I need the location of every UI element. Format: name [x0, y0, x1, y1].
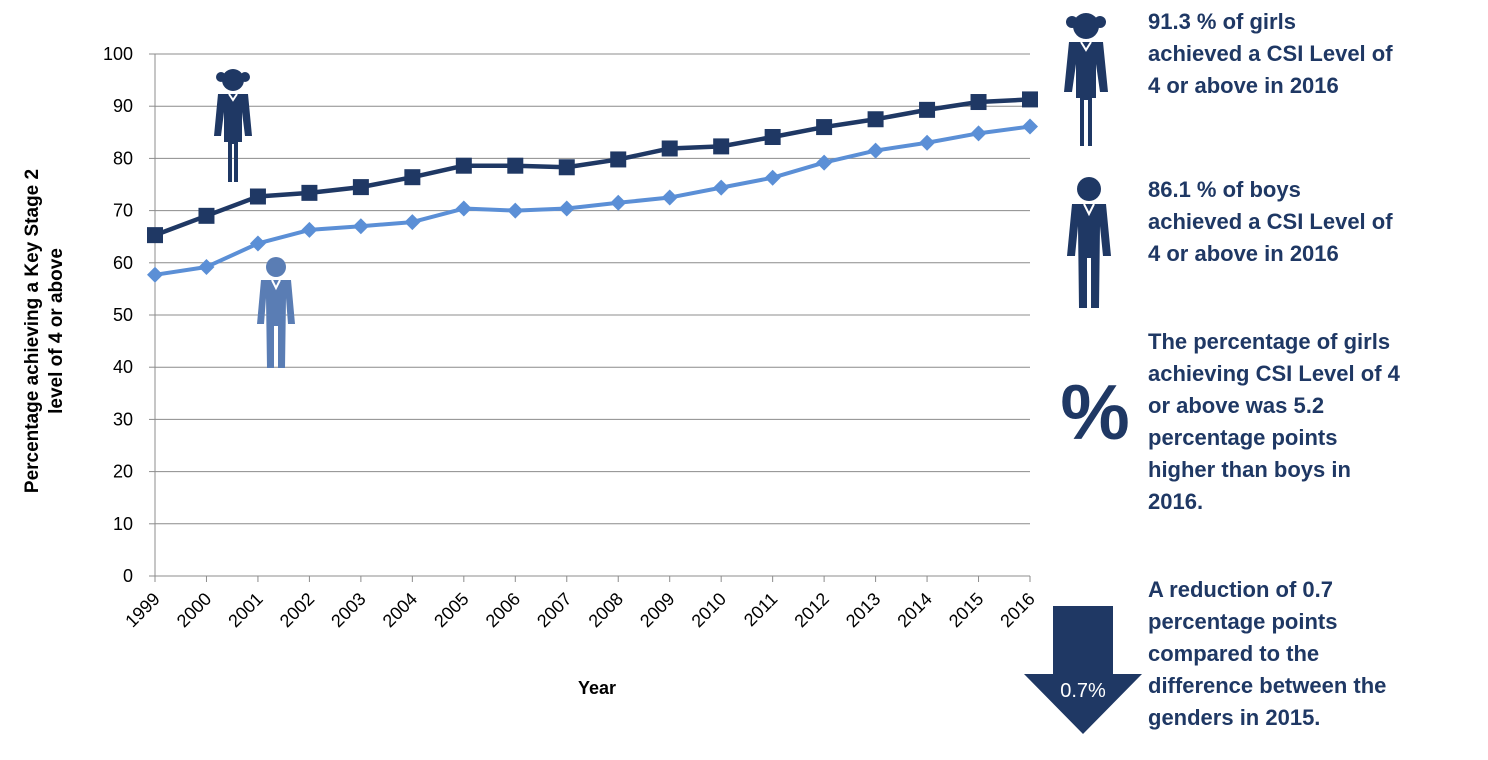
boy-icon: [1067, 177, 1111, 308]
data-point: [455, 157, 472, 174]
data-point: [558, 200, 575, 217]
x-tick-label: 2005: [430, 589, 472, 631]
x-tick-label: 2004: [379, 589, 421, 631]
y-tick-label: 100: [103, 44, 133, 64]
data-point: [713, 179, 730, 196]
y-axis-title-line: Percentage achieving a Key Stage 2: [22, 169, 43, 493]
boys-stat: 86.1 % of boys achieved a CSI Level of 4…: [1148, 177, 1393, 266]
data-point: [352, 218, 369, 235]
y-axis-title: Percentage achieving a Key Stage 2 level …: [22, 169, 67, 493]
y-tick-label: 60: [113, 253, 133, 273]
y-tick-label: 80: [113, 148, 133, 168]
x-tick-label: 2010: [688, 589, 730, 631]
gridlines: [155, 53, 1030, 525]
x-tick-label: 2000: [173, 589, 215, 631]
y-tick-label: 30: [113, 409, 133, 429]
data-point: [352, 179, 369, 196]
x-tick-label: 2012: [790, 589, 832, 631]
data-point: [1022, 118, 1038, 135]
data-point: [558, 159, 575, 176]
x-tick-label: 2015: [945, 589, 987, 631]
data-point: [147, 227, 163, 244]
data-point: [919, 134, 936, 151]
data-point: [816, 154, 833, 171]
x-axis-title: Year: [578, 678, 616, 698]
gap-stat: The percentage of girls achieving CSI Le…: [1148, 329, 1400, 514]
data-point: [867, 142, 884, 159]
series-line: [154, 97, 1031, 238]
data-point: [249, 235, 266, 252]
data-point: [507, 202, 524, 219]
data-point: [816, 119, 833, 136]
data-point: [970, 94, 987, 111]
series-group: [147, 91, 1038, 283]
data-point: [198, 258, 215, 275]
percent-symbol: %: [1060, 368, 1130, 456]
x-tick-labels: 1999 2000 2001 2002 2003 2004 2005 2006 2007 2008…: [121, 589, 1038, 631]
y-tick-label: 90: [113, 96, 133, 116]
data-point: [147, 266, 163, 283]
y-tick-label: 10: [113, 514, 133, 534]
data-point: [610, 194, 627, 211]
data-point: [1022, 91, 1038, 108]
data-point: [249, 188, 266, 205]
reduction-stat: A reduction of 0.7 percentage points com…: [1148, 577, 1387, 730]
data-point: [970, 125, 987, 142]
data-point: [661, 140, 678, 157]
y-tick-label: 50: [113, 305, 133, 325]
data-point: [919, 101, 936, 118]
x-tick-label: 2001: [224, 589, 266, 631]
arrow-label: 0.7%: [1060, 680, 1106, 702]
girls-stat: 91.3 % of girls achieved a CSI Level of …: [1148, 9, 1393, 98]
data-point: [301, 221, 318, 238]
down-arrow-icon: [1024, 606, 1142, 734]
x-tick-label: 2013: [842, 589, 884, 631]
data-point: [301, 184, 318, 201]
data-point: [404, 169, 421, 186]
data-point: [713, 138, 730, 155]
x-tick-label: 2009: [636, 589, 678, 631]
x-tick-label: 2003: [327, 589, 369, 631]
data-point: [610, 151, 627, 168]
x-tick-label: 1999: [121, 589, 163, 631]
data-point: [764, 128, 781, 145]
x-tick-label: 2006: [482, 589, 524, 631]
data-point: [404, 214, 421, 231]
girl-icon: [214, 69, 252, 182]
x-tick-label: 2007: [533, 589, 575, 631]
axes: [149, 53, 1031, 582]
data-point: [764, 169, 781, 186]
boy-icon: [257, 257, 295, 368]
data-point: [867, 111, 884, 128]
x-tick-label: 2008: [585, 589, 627, 631]
series-line: [154, 124, 1031, 277]
y-tick-label: 20: [113, 462, 133, 482]
y-tick-label: 70: [113, 201, 133, 221]
y-axis-title-line: level of 4 or above: [46, 248, 67, 414]
data-point: [455, 200, 472, 217]
data-point: [661, 189, 678, 206]
x-tick-label: 2002: [276, 589, 318, 631]
x-tick-label: 2014: [893, 589, 935, 631]
data-point: [507, 157, 524, 174]
data-point: [198, 207, 215, 224]
girl-icon: [1064, 13, 1108, 146]
y-tick-label: 0: [123, 566, 133, 586]
y-tick-labels: 0 10 20 30 40 50 60 70 80 90 100: [103, 44, 133, 586]
x-tick-label: 2011: [740, 589, 782, 631]
y-tick-label: 40: [113, 357, 133, 377]
